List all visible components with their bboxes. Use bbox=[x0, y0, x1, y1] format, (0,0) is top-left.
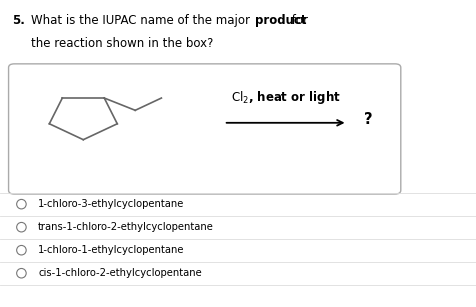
Text: 5.: 5. bbox=[12, 14, 25, 27]
Text: $\mathrm{Cl_2}$, heat or light: $\mathrm{Cl_2}$, heat or light bbox=[231, 89, 340, 106]
Text: product: product bbox=[255, 14, 306, 27]
FancyBboxPatch shape bbox=[9, 64, 401, 194]
Text: the reaction shown in the box?: the reaction shown in the box? bbox=[31, 37, 213, 50]
Text: ?: ? bbox=[364, 112, 373, 127]
Text: 1-chloro-3-ethylcyclopentane: 1-chloro-3-ethylcyclopentane bbox=[38, 199, 185, 209]
Text: for: for bbox=[288, 14, 307, 27]
Text: What is the IUPAC name of the major: What is the IUPAC name of the major bbox=[31, 14, 254, 27]
Text: trans-1-chloro-2-ethylcyclopentane: trans-1-chloro-2-ethylcyclopentane bbox=[38, 222, 214, 232]
Text: 1-chloro-1-ethylcyclopentane: 1-chloro-1-ethylcyclopentane bbox=[38, 245, 185, 255]
Text: cis-1-chloro-2-ethylcyclopentane: cis-1-chloro-2-ethylcyclopentane bbox=[38, 268, 202, 278]
